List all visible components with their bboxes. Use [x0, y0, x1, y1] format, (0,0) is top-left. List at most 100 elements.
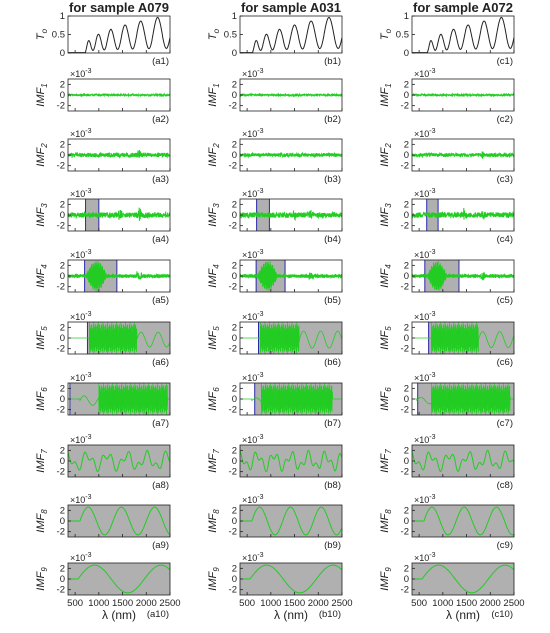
shaded-region: [68, 505, 170, 537]
y-tick-label: 0: [60, 333, 65, 344]
series-line: [412, 449, 514, 472]
axis-multiplier-sub: -3: [257, 188, 263, 195]
axis-multiplier: ×10-3: [414, 434, 436, 445]
panel-label: (c10): [491, 609, 513, 620]
axis-multiplier: ×10-3: [414, 68, 436, 79]
panel-a7: 20-2 IMF6 ×10-3 (a7): [35, 372, 171, 429]
axis-multiplier: ×10-3: [70, 311, 92, 322]
y-axis-label-main: IMF: [379, 86, 391, 106]
axis-multiplier: ×10-3: [70, 68, 92, 79]
y-tick-label: 0: [232, 333, 237, 344]
y-axis-label-main: IMF: [35, 206, 47, 226]
axis-multiplier-main: ×10: [242, 373, 257, 383]
panel-a6: 20-2 IMF5 ×10-3 (a6): [35, 311, 171, 368]
axis-multiplier: ×10-3: [70, 494, 92, 505]
y-axis-label: IMF7: [35, 449, 49, 473]
y-axis-label-sub: 5: [212, 326, 221, 331]
axis-multiplier-sub: -3: [257, 311, 263, 318]
y-axis-label: IMF5: [207, 326, 221, 350]
y-tick-label: 0: [404, 516, 409, 527]
y-tick-label: -2: [401, 161, 409, 172]
axis-multiplier-sub: -3: [85, 552, 91, 559]
y-axis-label-sub: 8: [212, 509, 221, 514]
axis-multiplier-main: ×10: [414, 189, 429, 199]
y-tick-label: 2: [60, 260, 65, 271]
axis-multiplier: ×10-3: [414, 494, 436, 505]
panel-b9: 20-2 IMF8 ×10-3 (b9): [207, 494, 343, 551]
panel-a2: 20-2 IMF1 ×10-3 (a2): [35, 68, 171, 125]
y-axis-label-sub: o: [212, 28, 221, 33]
x-tick-label: 2500: [503, 598, 524, 609]
panel-a4: 20-2 IMF3 ×10-3 (a4): [35, 188, 171, 245]
series-line: [68, 324, 170, 352]
y-tick-label: 0: [232, 456, 237, 467]
axis-multiplier: ×10-3: [242, 128, 264, 139]
y-axis-label: IMF6: [207, 387, 221, 411]
y-tick-label: -2: [401, 221, 409, 232]
axis-multiplier: ×10-3: [70, 434, 92, 445]
axis-multiplier-sub: -3: [429, 434, 435, 441]
panel-label: (c9): [497, 540, 513, 551]
axis-multiplier: ×10-3: [414, 552, 436, 563]
y-axis-label-main: IMF: [35, 452, 47, 472]
axis-multiplier-main: ×10: [70, 312, 85, 322]
y-tick-label: 0: [404, 90, 409, 101]
y-tick-label: 1: [60, 11, 65, 22]
y-axis-label: IMF4: [379, 264, 393, 288]
y-axis-label-sub: 6: [212, 387, 221, 392]
y-tick-label: -2: [57, 527, 65, 538]
y-axis-label-main: IMF: [35, 512, 47, 532]
y-tick-label: 0: [404, 456, 409, 467]
y-tick-label: 1: [232, 11, 237, 22]
axis-multiplier-main: ×10: [70, 435, 85, 445]
series-line: [240, 209, 342, 222]
series-line: [68, 207, 170, 221]
y-tick-label: 0: [60, 516, 65, 527]
panel-c8: 20-2 IMF7 ×10-3 (c8): [379, 434, 515, 491]
y-tick-label: 0: [404, 48, 409, 59]
axis-multiplier: ×10-3: [70, 128, 92, 139]
y-tick-label: -2: [229, 282, 237, 293]
axis-multiplier-main: ×10: [242, 312, 257, 322]
y-axis-label-sub: 1: [40, 83, 49, 87]
y-tick-label: -2: [57, 405, 65, 416]
axis-multiplier-sub: -3: [85, 249, 91, 256]
series-line: [240, 92, 342, 98]
y-tick-label: 2: [60, 505, 65, 516]
y-axis-label-sub: 2: [212, 143, 221, 149]
y-axis-label: IMF1: [207, 83, 221, 106]
panel-b10: 20-2500 1000 1500 2000 2500 IMF9 ×10-3 (b10): [207, 552, 353, 620]
x-tick-label: 2000: [136, 598, 157, 609]
axis-multiplier: ×10-3: [242, 372, 264, 383]
y-tick-label: -2: [229, 101, 237, 112]
column-title-b: for sample A031: [241, 0, 341, 15]
panel-c4: 20-2 IMF3 ×10-3 (c4): [379, 188, 515, 245]
panel-label: (b7): [324, 418, 341, 429]
axis-multiplier-sub: -3: [257, 372, 263, 379]
y-tick-label: -2: [401, 405, 409, 416]
y-axis-label-main: IMF: [35, 86, 47, 106]
axis-multiplier-sub: -3: [257, 434, 263, 441]
y-axis-label: IMF3: [35, 203, 49, 227]
panel-label: (b2): [324, 114, 341, 125]
y-axis-label-sub: 9: [212, 567, 221, 572]
axis-multiplier-sub: -3: [257, 68, 263, 75]
axis-multiplier-sub: -3: [429, 494, 435, 501]
axis-multiplier-main: ×10: [242, 435, 257, 445]
y-axis-label: IMF3: [207, 203, 221, 227]
panel-label: (c2): [497, 114, 513, 125]
x-axis-label: λ (nm): [102, 608, 136, 622]
y-axis-label-sub: 7: [384, 449, 393, 454]
panel-label: (a3): [152, 174, 169, 185]
axis-multiplier: ×10-3: [242, 188, 264, 199]
y-axis-label-main: IMF: [207, 512, 219, 532]
panel-label: (a1): [152, 56, 169, 67]
y-tick-label: -2: [229, 221, 237, 232]
panel-label: (b4): [324, 234, 341, 245]
y-tick-label: 2: [232, 260, 237, 271]
panel-label: (b9): [324, 540, 341, 551]
panel-label: (b1): [324, 56, 341, 67]
panel-label: (a9): [152, 540, 169, 551]
y-axis-label-sub: 1: [212, 83, 221, 87]
